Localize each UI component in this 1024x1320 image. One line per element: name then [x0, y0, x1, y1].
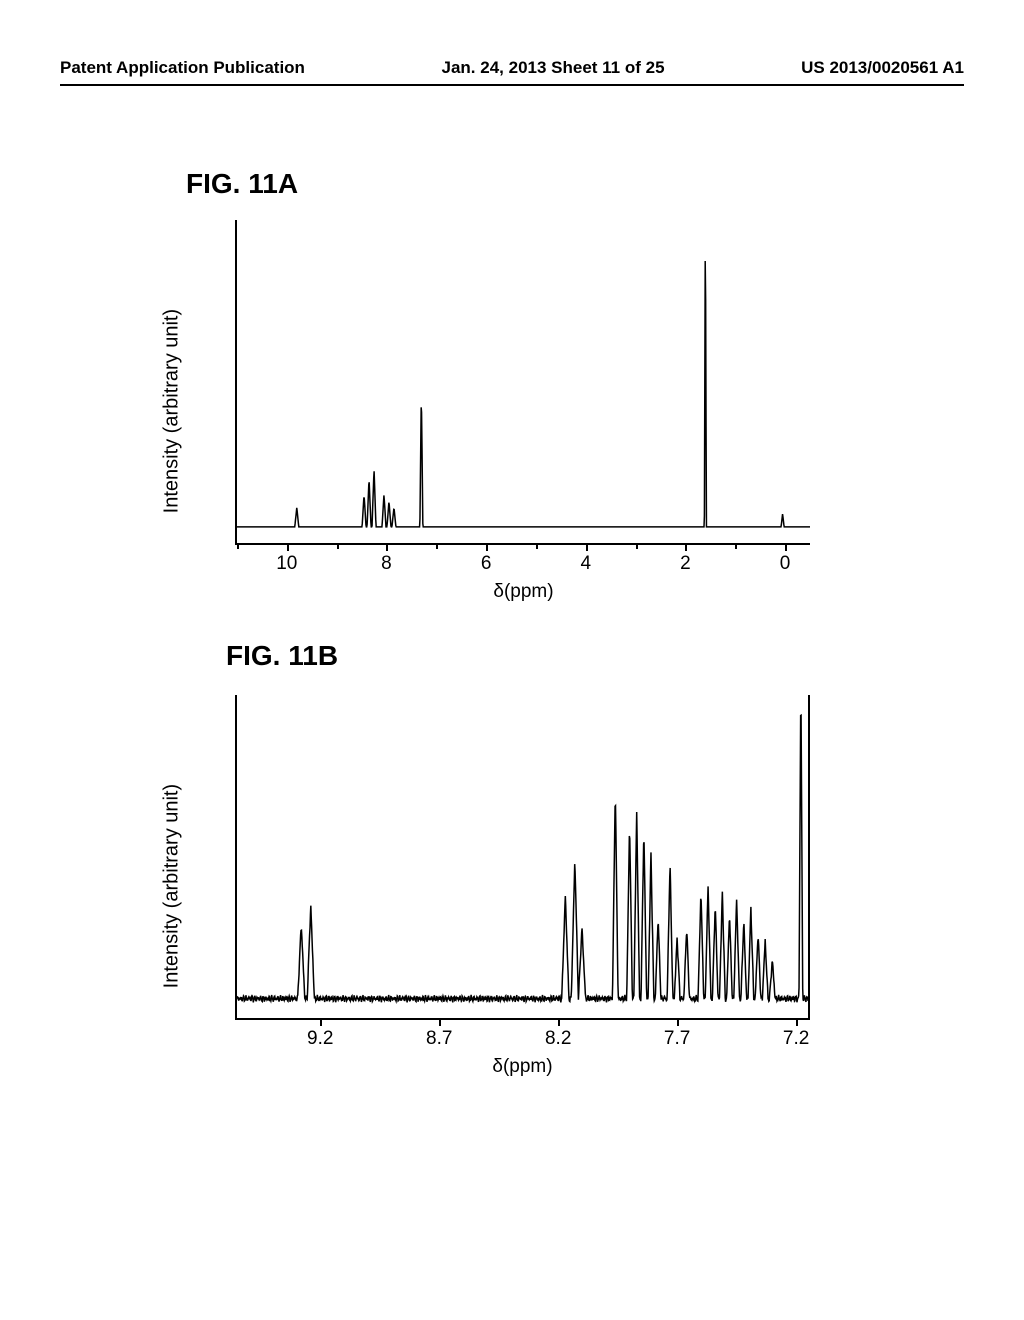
chart-a-frame: δ(ppm) 1086420	[235, 220, 810, 545]
axis-tick	[796, 1018, 798, 1026]
header-right: US 2013/0020561 A1	[801, 58, 964, 78]
axis-tick-label: 7.2	[783, 1028, 809, 1050]
header-center: Jan. 24, 2013 Sheet 11 of 25	[442, 58, 665, 78]
axis-tick-label: 0	[780, 553, 791, 575]
axis-minor-tick	[436, 543, 438, 549]
axis-tick-label: 10	[276, 553, 297, 575]
axis-tick-label: 2	[680, 553, 691, 575]
chart-a-xlabel: δ(ppm)	[493, 581, 553, 603]
figure-label-b: FIG. 11B	[226, 640, 338, 672]
header-rule	[60, 84, 964, 86]
axis-minor-tick	[636, 543, 638, 549]
axis-tick-label: 9.2	[307, 1028, 333, 1050]
axis-tick	[486, 543, 488, 551]
figure-label-a: FIG. 11A	[186, 168, 298, 200]
axis-tick-label: 8.2	[545, 1028, 571, 1050]
axis-minor-tick	[237, 543, 239, 549]
axis-minor-tick	[536, 543, 538, 549]
chart-b: Intensity (arbitrary unit) δ(ppm) 9.28.7…	[180, 695, 820, 1090]
axis-tick	[320, 1018, 322, 1026]
axis-tick	[685, 543, 687, 551]
axis-tick-label: 4	[580, 553, 591, 575]
axis-minor-tick	[337, 543, 339, 549]
axis-tick	[586, 543, 588, 551]
chart-a: Intensity (arbitrary unit) δ(ppm) 108642…	[180, 220, 820, 615]
chart-b-spectrum	[237, 695, 808, 1018]
axis-tick-label: 8.7	[426, 1028, 452, 1050]
chart-a-spectrum	[237, 220, 810, 543]
axis-tick	[287, 543, 289, 551]
axis-tick	[677, 1018, 679, 1026]
chart-a-ylabel: Intensity (arbitrary unit)	[161, 308, 184, 513]
chart-b-ylabel: Intensity (arbitrary unit)	[161, 783, 184, 988]
axis-tick	[558, 1018, 560, 1026]
axis-tick	[785, 543, 787, 551]
header-left: Patent Application Publication	[60, 58, 305, 78]
axis-tick-label: 6	[481, 553, 492, 575]
axis-minor-tick	[735, 543, 737, 549]
chart-b-frame: δ(ppm) 9.28.78.27.77.2	[235, 695, 810, 1020]
chart-b-xlabel: δ(ppm)	[492, 1056, 552, 1078]
axis-tick	[439, 1018, 441, 1026]
axis-tick-label: 8	[381, 553, 392, 575]
axis-tick	[386, 543, 388, 551]
axis-tick-label: 7.7	[664, 1028, 690, 1050]
page-header: Patent Application Publication Jan. 24, …	[0, 58, 1024, 78]
